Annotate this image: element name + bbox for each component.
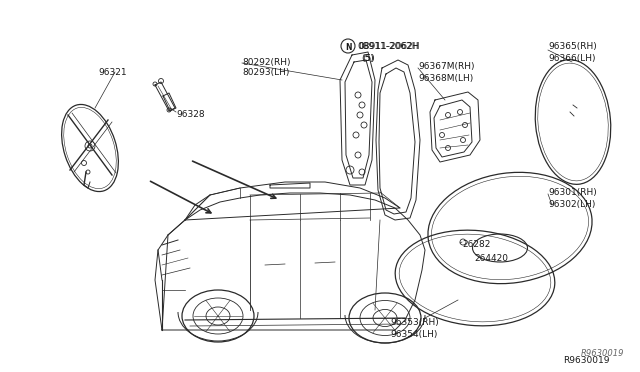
Text: 96365(RH): 96365(RH) — [548, 42, 596, 51]
Text: 96367M(RH): 96367M(RH) — [418, 62, 474, 71]
Text: R9630019: R9630019 — [563, 356, 610, 365]
Text: R9630019: R9630019 — [580, 349, 624, 358]
Text: 96368M(LH): 96368M(LH) — [418, 74, 473, 83]
Text: 96328: 96328 — [176, 110, 205, 119]
Text: N: N — [345, 42, 351, 51]
Text: 80293(LH): 80293(LH) — [242, 68, 289, 77]
Text: 08911-2062H: 08911-2062H — [358, 42, 419, 51]
Text: 96366(LH): 96366(LH) — [548, 54, 595, 63]
Text: 80292(RH): 80292(RH) — [242, 58, 291, 67]
Text: 96321: 96321 — [98, 68, 127, 77]
Text: 96354(LH): 96354(LH) — [390, 330, 437, 339]
Text: 26282: 26282 — [462, 240, 490, 249]
Text: (5): (5) — [361, 54, 374, 63]
Text: 96302(LH): 96302(LH) — [548, 200, 595, 209]
Text: 264420: 264420 — [474, 254, 508, 263]
Text: (5): (5) — [362, 54, 375, 63]
Text: 08911-2062H: 08911-2062H — [357, 42, 419, 51]
Text: 96353(RH): 96353(RH) — [390, 318, 439, 327]
Text: 96301(RH): 96301(RH) — [548, 188, 596, 197]
